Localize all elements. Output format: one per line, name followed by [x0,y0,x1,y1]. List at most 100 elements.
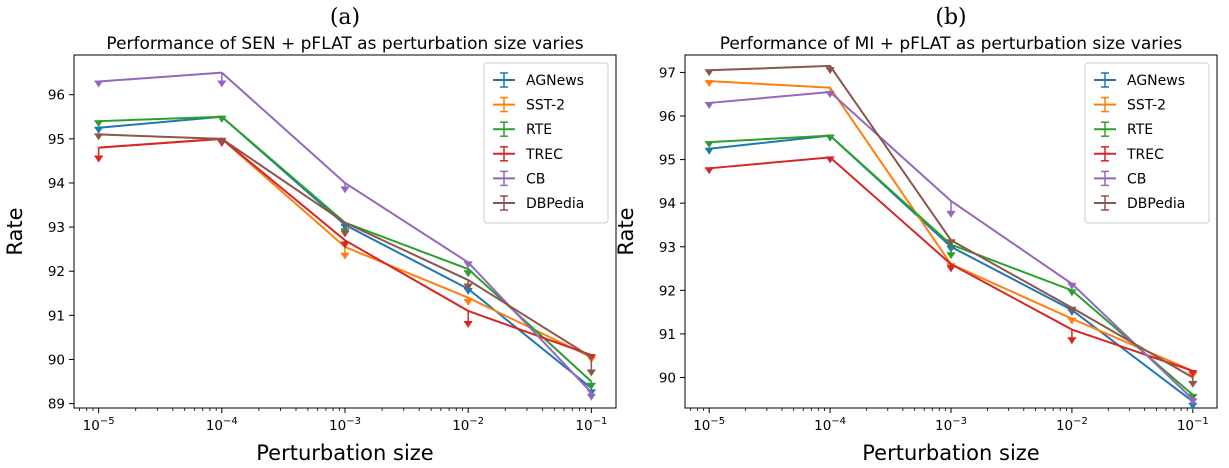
data-point [1067,317,1077,325]
legend-item: DBPedia [493,195,584,212]
data-point [1188,402,1198,410]
data-point [463,287,473,295]
data-point [586,393,596,401]
legend-label: RTE [526,122,552,138]
data-point [340,186,350,194]
legend-label: SST-2 [526,98,565,114]
y-tick-label: 95 [659,153,676,169]
y-tick-label: 93 [659,240,676,256]
legend-label: TREC [525,147,563,163]
y-tick-label: 94 [48,176,65,192]
legend-item: CB [1094,170,1146,187]
data-point [946,239,956,247]
y-tick-label: 90 [48,352,65,368]
data-point [586,382,596,390]
x-tick-label: 10−3 [935,416,967,434]
chart-title: Performance of MI + pFLAT as perturbatio… [720,34,1183,54]
legend-label: TREC [1126,147,1164,163]
legend: AGNews SST-2 RTE TREC CB DBPedia [483,62,609,224]
data-point [946,252,956,260]
data-point [217,80,227,88]
data-point [825,91,835,99]
data-point [340,230,350,238]
series-dbpedia [94,133,596,377]
y-tick-label: 92 [659,283,676,299]
legend-item: AGNews [493,72,584,89]
data-point [94,120,104,128]
data-point [94,133,104,141]
data-point [704,69,714,77]
data-point [463,261,473,269]
x-axis-label: Perturbation size [256,441,433,465]
x-axis-label: Perturbation size [862,441,1039,465]
legend-item: AGNews [1094,72,1185,89]
legend: AGNews SST-2 RTE TREC CB DBPedia [1084,62,1210,224]
chart-title: Performance of SEN + pFLAT as perturbati… [106,34,583,54]
data-point [1067,289,1077,297]
legend-item: TREC [493,146,563,163]
panel-label: (a) [330,5,360,30]
data-point [463,320,473,328]
y-tick-label: 95 [48,132,65,148]
data-point [704,167,714,175]
data-point [946,210,956,218]
x-tick-label: 10−5 [693,416,725,434]
y-tick-label: 96 [48,88,65,104]
legend-item: RTE [1094,121,1153,138]
data-point [946,265,956,273]
series-cb [704,91,1198,406]
x-tick-label: 10−2 [1056,416,1088,434]
y-axis-label: Rate [3,207,27,255]
data-point [217,137,227,145]
y-tick-label: 91 [659,327,676,343]
legend-frame [1084,62,1210,224]
data-point [1188,398,1198,406]
data-point [704,80,714,88]
data-point [340,241,350,249]
y-tick-label: 91 [48,308,65,324]
series-trec [704,156,1198,377]
data-point [463,270,473,278]
legend-item: DBPedia [1094,195,1185,212]
data-point [825,134,835,142]
data-point [463,283,473,291]
data-point [704,101,714,109]
legend-label: RTE [1127,122,1153,138]
x-tick-label: 10−4 [814,416,846,434]
legend-label: AGNews [526,73,584,89]
data-point [94,80,104,88]
legend-label: DBPedia [1127,196,1185,212]
x-tick-label: 10−1 [1177,416,1209,434]
data-point [94,155,104,163]
legend-label: AGNews [1127,73,1185,89]
legend-label: CB [526,171,545,187]
legend-item: SST-2 [493,96,565,114]
y-axis-label: Rate [614,207,638,255]
x-tick-label: 10−1 [575,416,607,434]
data-point [1188,380,1198,388]
y-tick-label: 89 [48,397,65,413]
y-tick-label: 97 [659,65,676,81]
x-tick-label: 10−4 [206,416,238,434]
y-tick-label: 92 [48,264,65,280]
x-tick-label: 10−3 [329,416,361,434]
data-point [94,126,104,134]
data-point [825,156,835,164]
chart-panel-1: (a) Performance of SEN + pFLAT as perturb… [3,5,617,465]
legend-frame [483,62,609,224]
y-tick-label: 94 [659,196,676,212]
legend-item: TREC [1094,146,1164,163]
y-tick-label: 93 [48,220,65,236]
y-tick-label: 96 [659,109,676,125]
legend-label: CB [1127,171,1146,187]
data-point [1188,369,1198,377]
data-point [340,252,350,260]
data-point [825,67,835,75]
y-tick-label: 90 [659,370,676,386]
legend-item: SST-2 [1094,96,1166,114]
data-point [586,369,596,377]
data-point [1067,337,1077,345]
data-point [463,298,473,306]
legend-item: CB [493,170,545,187]
